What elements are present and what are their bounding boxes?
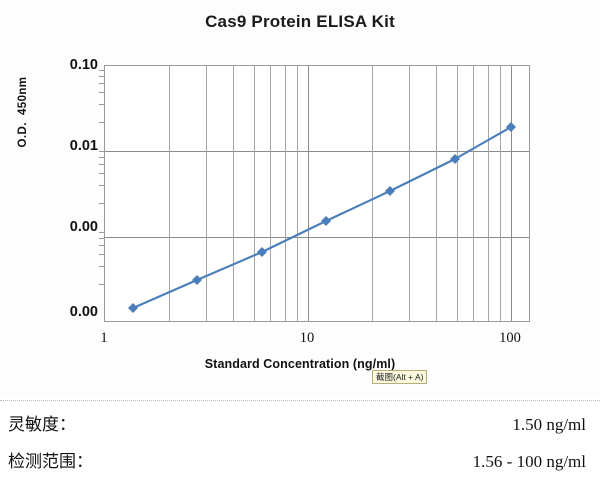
gridline-vertical	[436, 66, 437, 321]
y-minor-tick	[99, 151, 104, 152]
y-tick-label-2: 0.00	[69, 219, 98, 235]
screenshot-tooltip[interactable]: 截图(Alt + A)	[372, 370, 428, 384]
table-row: 检测范围： 1.56 - 100 ng/ml	[0, 441, 600, 478]
spec-value-sensitivity: 1.50 ng/ml	[512, 415, 586, 434]
gridline-vertical	[169, 66, 170, 321]
y-minor-tick	[99, 203, 104, 204]
y-tick-label-0: 0.10	[69, 57, 98, 73]
y-minor-tick	[99, 245, 104, 246]
spec-value-detection-range: 1.56 - 100 ng/ml	[472, 452, 586, 471]
y-minor-tick	[99, 185, 104, 186]
y-minor-tick	[99, 254, 104, 255]
y-tick-label-3: 0.00	[69, 304, 98, 320]
plot-area	[104, 65, 530, 322]
spec-label-sensitivity: 灵敏度：	[8, 415, 76, 434]
gridline-vertical	[233, 66, 234, 321]
y-minor-tick	[99, 238, 104, 239]
x-axis-title: Standard Concentration (ng/ml)	[204, 357, 396, 371]
gridline-vertical	[473, 66, 474, 321]
y-minor-tick	[99, 173, 104, 174]
series-markers	[128, 122, 516, 313]
y-minor-tick	[99, 76, 104, 77]
gridline-vertical	[206, 66, 207, 321]
gridline-vertical	[254, 66, 255, 321]
y-minor-tick	[99, 284, 104, 285]
gridline-vertical-major	[308, 66, 309, 321]
standard-curve-series	[128, 122, 516, 313]
gridline-vertical	[457, 66, 458, 321]
gridline-horizontal	[105, 151, 529, 152]
y-minor-tick	[99, 104, 104, 105]
gridline-vertical	[372, 66, 373, 321]
gridline-vertical	[270, 66, 271, 321]
spec-table: 灵敏度： 1.50 ng/ml 检测范围： 1.56 - 100 ng/ml	[0, 404, 600, 478]
gridline-horizontal	[105, 237, 529, 238]
gridline-vertical	[409, 66, 410, 321]
chart-panel: Cas9 Protein ELISA Kit O.D. 450nm 0.10 0…	[17, 12, 530, 384]
y-minor-tick	[99, 164, 104, 165]
table-row: 灵敏度： 1.50 ng/ml	[0, 404, 600, 441]
y-minor-tick	[99, 92, 104, 93]
y-minor-tick	[99, 122, 104, 123]
y-minor-tick	[99, 83, 104, 84]
gridline-vertical	[500, 66, 501, 321]
x-tick-label-1: 10	[299, 330, 315, 346]
y-axis-title: O.D. 450nm	[17, 76, 29, 148]
gridline-vertical	[488, 66, 489, 321]
y-minor-tick	[99, 70, 104, 71]
x-tick-label-2: 100	[499, 330, 521, 346]
gridline-vertical-major	[511, 66, 512, 321]
gridline-vertical	[297, 66, 298, 321]
y-minor-tick	[99, 157, 104, 158]
series-line	[131, 125, 513, 310]
x-tick-label-0: 1	[100, 330, 108, 346]
y-tick-label-1: 0.01	[69, 138, 98, 154]
spec-label-detection-range: 检测范围：	[8, 452, 93, 471]
gridline-vertical	[285, 66, 286, 321]
y-minor-tick	[99, 232, 104, 233]
y-minor-tick	[99, 266, 104, 267]
chart-title: Cas9 Protein ELISA Kit	[205, 12, 395, 31]
section-divider	[0, 400, 600, 402]
